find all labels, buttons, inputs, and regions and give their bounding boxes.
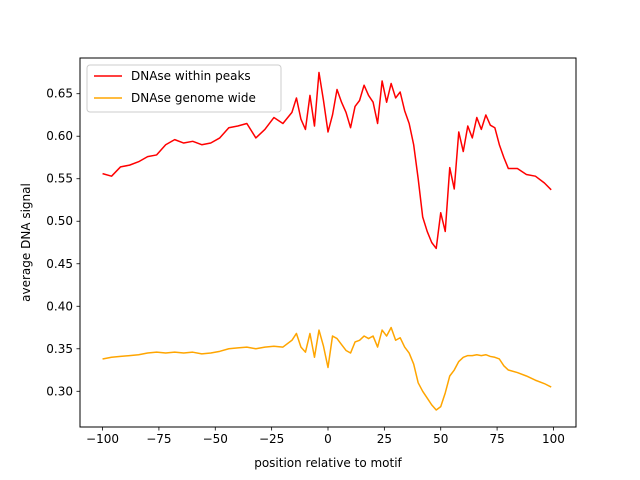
y-tick-label: 0.45 — [46, 257, 73, 271]
x-tick-label: 0 — [324, 432, 332, 446]
y-tick-label: 0.35 — [46, 342, 73, 356]
y-tick-label: 0.50 — [46, 214, 73, 228]
series-line-dnase-genome-wide — [102, 326, 552, 411]
legend-label-dnase-within-peaks: DNAse within peaks — [131, 69, 251, 83]
x-tick-label: −50 — [203, 432, 228, 446]
x-tick-label: −25 — [259, 432, 284, 446]
x-axis: −100 −75 −50 −25 0 25 50 75 100 — [86, 427, 565, 446]
x-tick-label: 100 — [542, 432, 565, 446]
x-tick-label: 75 — [489, 432, 504, 446]
y-tick-label: 0.65 — [46, 87, 73, 101]
x-tick-label: −100 — [86, 432, 119, 446]
x-tick-label: 50 — [433, 432, 448, 446]
y-tick-label: 0.55 — [46, 172, 73, 186]
legend: DNAse within peaks DNAse genome wide — [86, 64, 282, 113]
legend-label-dnase-genome-wide: DNAse genome wide — [131, 91, 256, 105]
x-tick-label: 25 — [377, 432, 392, 446]
y-tick-label: 0.60 — [46, 129, 73, 143]
x-tick-label: −75 — [146, 432, 171, 446]
y-axis-label: average DNA signal — [19, 183, 33, 302]
y-axis: 0.30 0.35 0.40 0.45 0.50 0.55 0.60 0.65 — [46, 87, 80, 398]
series-layer — [102, 71, 552, 411]
y-tick-label: 0.40 — [46, 299, 73, 313]
y-tick-label: 0.30 — [46, 384, 73, 398]
x-axis-label: position relative to motif — [254, 456, 402, 470]
series-line-dnase-within-peaks — [102, 71, 552, 250]
legend-box — [86, 64, 282, 113]
